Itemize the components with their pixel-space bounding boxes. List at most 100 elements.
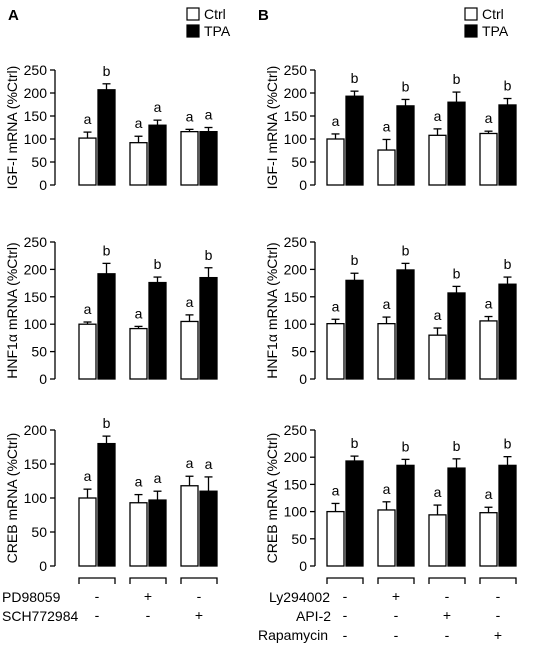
y-tick-label: 0 xyxy=(299,371,307,387)
bar-tpa xyxy=(396,269,415,380)
treatment-mark: + xyxy=(443,607,451,623)
treatment-mark: - xyxy=(343,588,348,604)
treatment-mark: - xyxy=(95,607,100,623)
bar-tpa xyxy=(345,95,364,186)
significance-letter: b xyxy=(402,78,410,94)
legend-b: Ctrl TPA xyxy=(464,6,509,39)
y-axis-label: CREB mRNA (%Ctrl) xyxy=(4,433,20,564)
bar-tpa xyxy=(447,101,466,186)
significance-letter: a xyxy=(332,298,340,314)
bar-ctrl xyxy=(428,334,447,380)
treatment-mark: - xyxy=(95,588,100,604)
significance-letter: b xyxy=(154,256,162,272)
bar-tpa xyxy=(97,442,116,567)
treatment-label-pd98059: PD98059 xyxy=(2,589,61,605)
y-tick-label: 200 xyxy=(284,261,308,277)
significance-letter: a xyxy=(485,110,493,126)
y-tick-label: 250 xyxy=(24,234,48,250)
significance-letter: a xyxy=(383,296,391,312)
bar-ctrl xyxy=(377,149,396,186)
bar-tpa xyxy=(396,105,415,186)
y-tick-label: 50 xyxy=(31,344,47,360)
significance-letter: b xyxy=(103,242,111,258)
y-tick-label: 150 xyxy=(24,289,48,305)
significance-letter: a xyxy=(135,474,143,490)
y-tick-label: 200 xyxy=(24,261,48,277)
y-tick-label: 50 xyxy=(291,531,307,547)
significance-letter: a xyxy=(332,113,340,129)
legend-tpa-swatch xyxy=(186,24,200,38)
y-axis-label: HNF1α mRNA (%Ctrl) xyxy=(264,242,280,378)
significance-letter: b xyxy=(402,438,410,454)
y-tick-label: 250 xyxy=(284,234,308,250)
treatment-mark: + xyxy=(195,607,203,623)
legend-tpa-swatch xyxy=(464,24,478,38)
significance-letter: a xyxy=(84,111,92,127)
significance-letter: a xyxy=(205,456,213,472)
treatment-marks-b: - - - + - - - + - - - + xyxy=(326,577,517,643)
bar-ctrl xyxy=(479,132,498,186)
y-tick-label: 100 xyxy=(24,316,48,332)
bar-tpa xyxy=(345,279,364,380)
group-bracket xyxy=(180,577,218,584)
significance-letter: b xyxy=(351,435,359,451)
bar-tpa xyxy=(199,490,218,567)
bar-ctrl xyxy=(180,485,199,567)
y-tick-label: 100 xyxy=(24,490,48,506)
y-tick-label: 50 xyxy=(291,154,307,170)
bar-tpa xyxy=(97,273,116,380)
bar-ctrl xyxy=(78,137,97,186)
bar-ctrl xyxy=(428,514,447,567)
y-tick-label: 150 xyxy=(284,108,308,124)
significance-letter: a xyxy=(485,486,493,502)
bar-tpa xyxy=(97,89,116,186)
treatment-mark: - xyxy=(394,607,399,623)
significance-letter: a xyxy=(332,482,340,498)
y-tick-label: 200 xyxy=(284,449,308,465)
significance-letter: b xyxy=(504,436,512,452)
y-tick-label: 250 xyxy=(284,62,308,78)
significance-letter: b xyxy=(402,242,410,258)
significance-letter: b xyxy=(351,70,359,86)
y-tick-label: 250 xyxy=(24,62,48,78)
significance-letter: a xyxy=(154,470,162,486)
bar-tpa xyxy=(447,292,466,380)
bar-tpa xyxy=(498,104,517,186)
treatment-table-a: PD98059 SCH772984 - - + - - + xyxy=(2,577,218,624)
y-tick-label: 100 xyxy=(284,316,308,332)
group-bracket xyxy=(129,577,167,584)
bar-ctrl xyxy=(428,134,447,186)
y-tick-label: 100 xyxy=(284,504,308,520)
significance-letter: a xyxy=(84,301,92,317)
y-axis-label: HNF1α mRNA (%Ctrl) xyxy=(4,242,20,378)
significance-letter: b xyxy=(103,415,111,431)
bar-ctrl xyxy=(377,323,396,380)
group-bracket xyxy=(428,577,466,584)
treatment-mark: - xyxy=(394,627,399,643)
bar-ctrl xyxy=(479,320,498,380)
y-axis-label: IGF-I mRNA (%Ctrl) xyxy=(4,66,20,190)
bar-tpa xyxy=(447,467,466,567)
significance-letter: a xyxy=(383,481,391,497)
treatment-label-rapamycin: Rapamycin xyxy=(258,627,328,643)
treatment-label-ly294002: Ly294002 xyxy=(269,589,330,605)
y-tick-label: 50 xyxy=(291,344,307,360)
bar-ctrl xyxy=(377,509,396,567)
treatment-mark: - xyxy=(146,607,151,623)
bar-tpa xyxy=(148,281,167,380)
significance-letter: a xyxy=(154,99,162,115)
significance-letter: a xyxy=(186,108,194,124)
bar-tpa xyxy=(148,124,167,186)
treatment-mark: - xyxy=(445,588,450,604)
significance-letter: a xyxy=(434,108,442,124)
significance-letter: b xyxy=(453,71,461,87)
legend-tpa-label: TPA xyxy=(482,23,509,39)
bar-tpa xyxy=(345,460,364,567)
treatment-mark: - xyxy=(343,627,348,643)
